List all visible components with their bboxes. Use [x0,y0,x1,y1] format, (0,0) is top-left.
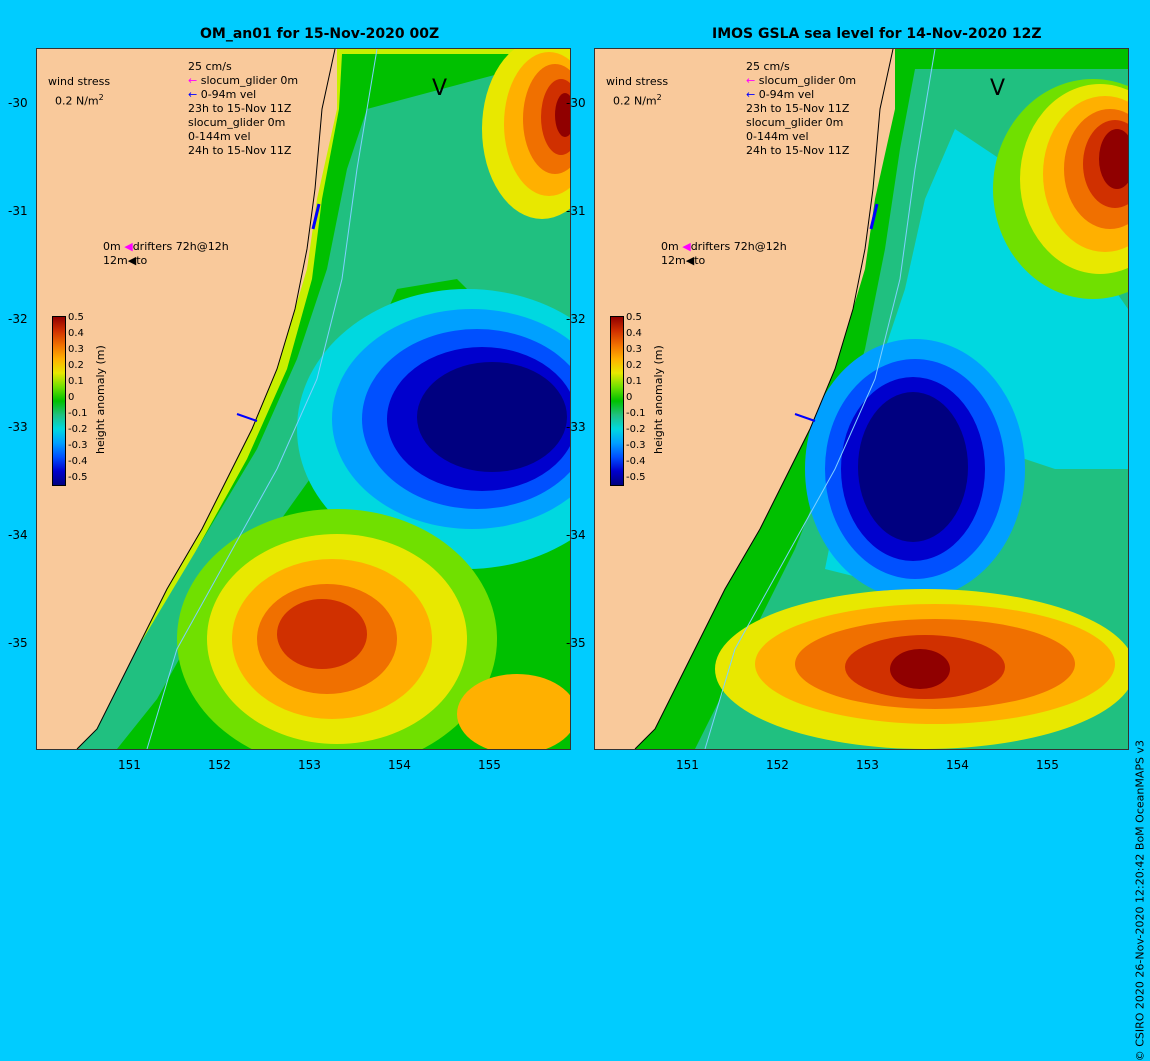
ytick: -33 [566,420,586,434]
left-v-marker: V [432,76,448,101]
wind-stress-value: 0.2 N/m2 [55,93,104,108]
cb-tick: -0.2 [626,424,646,435]
cb-tick: 0 [626,392,633,403]
ytick: -32 [8,312,28,326]
left-panel-title: OM_an01 for 15-Nov-2020 00Z [200,26,440,42]
wind-stress-label: wind stress [606,75,669,88]
glider-track [869,203,879,230]
glider0-label: ← slocum_glider 0m [188,74,299,87]
cb-tick: -0.5 [626,472,646,483]
current-scale: 25 cm/s [746,60,790,73]
drifter-12m: 12m◀to [661,254,706,267]
ytick: -32 [566,312,586,326]
wind-stress-value: 0.2 N/m2 [613,93,662,108]
cb-tick: -0.5 [68,472,88,483]
xtick: 151 [118,758,141,772]
cb-tick: 0.4 [68,328,84,339]
glider0-vel: ← 0-94m vel [746,88,815,101]
wind-stress-label: wind stress [48,75,111,88]
colorbar-label: height anomaly (m) [652,345,665,454]
glider1-label: slocum_glider 0m [746,116,844,129]
right-panel-title: IMOS GSLA sea level for 14-Nov-2020 12Z [712,26,1042,42]
cb-tick: 0.4 [626,328,642,339]
right-map-svg [595,49,1128,749]
cb-tick: -0.4 [68,456,88,467]
current-scale: 25 cm/s [188,60,232,73]
glider1-label: slocum_glider 0m [188,116,286,129]
xtick: 155 [1036,758,1059,772]
cb-tick: -0.3 [626,440,646,451]
ytick: -34 [8,528,28,542]
ytick: -31 [8,204,28,218]
glider-track [311,203,321,230]
cb-tick: 0 [68,392,75,403]
xtick: 151 [676,758,699,772]
glider0-time: 23h to 15-Nov 11Z [746,102,850,115]
cb-tick: -0.1 [68,408,88,419]
glider1-vel: 0-144m vel [188,130,251,143]
cb-tick: 0.3 [68,344,84,355]
xtick: 154 [388,758,411,772]
glider1-vel: 0-144m vel [746,130,809,143]
ytick: -31 [566,204,586,218]
glider-track [794,413,816,422]
cb-tick: 0.5 [68,312,84,323]
ytick: -35 [8,636,28,650]
xtick: 152 [766,758,789,772]
ytick: -35 [566,636,586,650]
xtick: 153 [856,758,879,772]
credit-text: © CSIRO 2020 26-Nov-2020 12:20:42 BoM Oc… [1133,740,1146,1061]
glider0-label: ← slocum_glider 0m [746,74,857,87]
cb-tick: 0.2 [626,360,642,371]
cb-tick: 0.1 [68,376,84,387]
glider0-time: 23h to 15-Nov 11Z [188,102,292,115]
right-v-marker: V [990,76,1006,101]
cb-tick: -0.1 [626,408,646,419]
cb-tick: -0.4 [626,456,646,467]
left-map[interactable] [36,48,571,750]
cb-tick: 0.5 [626,312,642,323]
drifter-0m: 0m ◀drifters 72h@12h [103,240,229,253]
ytick: -34 [566,528,586,542]
glider1-time: 24h to 15-Nov 11Z [188,144,292,157]
xtick: 152 [208,758,231,772]
glider-track [236,413,258,422]
colorbar-label: height anomaly (m) [94,345,107,454]
cb-tick: -0.3 [68,440,88,451]
right-map[interactable] [594,48,1129,750]
cb-tick: 0.3 [626,344,642,355]
xtick: 155 [478,758,501,772]
cb-tick: 0.1 [626,376,642,387]
ytick: -30 [8,96,28,110]
xtick: 154 [946,758,969,772]
glider1-time: 24h to 15-Nov 11Z [746,144,850,157]
right-colorbar [610,316,624,486]
ytick: -33 [8,420,28,434]
drifter-0m: 0m ◀drifters 72h@12h [661,240,787,253]
left-map-svg [37,49,570,749]
cb-tick: -0.2 [68,424,88,435]
left-colorbar [52,316,66,486]
cb-tick: 0.2 [68,360,84,371]
ytick: -30 [566,96,586,110]
drifter-12m: 12m◀to [103,254,148,267]
xtick: 153 [298,758,321,772]
glider0-vel: ← 0-94m vel [188,88,257,101]
